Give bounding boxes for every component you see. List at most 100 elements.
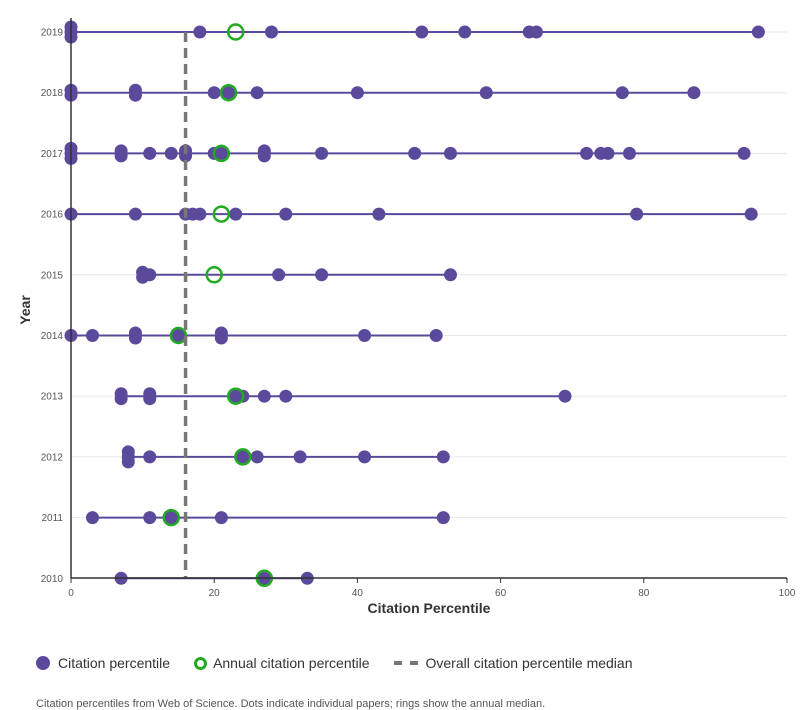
legend: Citation percentile Annual citation perc…: [36, 655, 657, 671]
citation-dot: [214, 331, 228, 345]
citation-dot: [458, 25, 472, 39]
citation-dot: [279, 389, 293, 403]
y-tick-label: 2011: [41, 513, 63, 524]
annual-ring: [219, 83, 238, 102]
annual-ring: [226, 387, 245, 405]
citation-dot: [615, 86, 629, 100]
citation-dot: [558, 389, 572, 403]
citation-dot: [415, 25, 429, 39]
citation-dot: [128, 207, 142, 221]
y-tick-label: 2017: [41, 149, 64, 160]
annual-ring: [212, 205, 231, 223]
x-tick-label: 0: [68, 588, 74, 599]
y-tick-label: 2018: [41, 88, 64, 99]
citation-dot: [143, 392, 157, 406]
y-tick-label: 2013: [41, 392, 64, 403]
citation-dot: [236, 450, 250, 464]
annual-ring: [226, 23, 245, 41]
citation-dot: [143, 511, 157, 525]
citation-dot: [257, 389, 271, 403]
citation-dot: [630, 207, 644, 221]
citation-dot: [85, 511, 99, 525]
citation-dot: [580, 146, 594, 160]
x-tick-label: 60: [495, 588, 507, 599]
citation-dot: [372, 207, 386, 221]
citation-dot: [214, 511, 228, 525]
citation-dot: [737, 146, 751, 160]
citation-dot: [358, 329, 372, 342]
annual-ring: [234, 448, 252, 466]
legend-item-citation: Citation percentile: [36, 655, 170, 671]
citation-dot: [143, 146, 157, 160]
chart: 2019 2018 2017 2016 2015 2014 2013 2012 2011 2010…: [17, 18, 796, 616]
citation-dot: [279, 207, 293, 221]
annual-ring: [212, 144, 231, 163]
citation-dot: [179, 149, 193, 163]
citation-dot: [751, 25, 765, 39]
annual-ring: [162, 508, 180, 527]
citation-dot: [143, 268, 157, 282]
citation-dot: [114, 392, 128, 406]
x-axis-title: Citation Percentile: [368, 600, 491, 616]
citation-dot: [358, 450, 372, 464]
y-tick-label: 2014: [41, 331, 64, 342]
citation-dot: [143, 450, 157, 464]
x-tick-label: 80: [638, 588, 650, 599]
citation-dot: [250, 450, 264, 464]
citation-dot: [207, 86, 221, 100]
citation-dot: [164, 511, 178, 525]
axes: 2019 2018 2017 2016 2015 2014 2013 2012 2011 2010…: [41, 18, 796, 599]
y-axis-title: Year: [17, 295, 33, 325]
dot-swatch-icon: [36, 656, 50, 670]
y-tick-label: 2015: [41, 270, 64, 281]
citation-dot: [121, 455, 135, 469]
legend-label: Citation percentile: [58, 655, 171, 671]
citation-dot: [479, 86, 493, 100]
citation-dot: [171, 329, 185, 342]
citation-dot: [250, 86, 264, 100]
gridlines: [71, 31, 787, 579]
citation-dot: [315, 146, 329, 160]
citation-dot: [264, 25, 278, 39]
citation-dot: [272, 268, 286, 282]
citation-dot: [429, 329, 443, 342]
annual-ring: [205, 266, 223, 284]
citation-dot: [436, 450, 450, 464]
citation-dot: [436, 511, 450, 525]
citation-dot: [193, 25, 207, 39]
x-tick-label: 20: [209, 588, 221, 599]
legend-item-median: Overall citation percentile median: [393, 655, 633, 671]
citation-dot: [443, 146, 457, 160]
citation-dot: [443, 268, 457, 282]
citation-dot: [164, 146, 178, 160]
citation-dot: [229, 207, 243, 221]
citation-dot: [222, 86, 236, 100]
citation-dot: [114, 149, 128, 163]
citation-dot: [687, 86, 701, 100]
y-tick-label: 2010: [41, 574, 64, 585]
citation-dot: [193, 207, 207, 221]
citation-dot: [85, 329, 99, 342]
citation-dot: [128, 88, 142, 102]
dash-swatch-icon: [393, 661, 418, 665]
citation-dot: [293, 450, 307, 464]
citation-dot: [744, 207, 758, 221]
citation-dot: [408, 146, 422, 160]
y-tick-label: 2019: [41, 28, 64, 39]
x-tick-label: 40: [352, 588, 364, 599]
y-tick-label: 2012: [41, 452, 64, 463]
y-tick-label: 2016: [41, 210, 64, 221]
citation-dot: [128, 331, 142, 345]
annual-ring: [169, 326, 188, 345]
citation-dot: [315, 268, 329, 282]
legend-label: Overall citation percentile median: [425, 655, 633, 671]
citation-dot: [622, 146, 636, 160]
citation-dot: [529, 25, 543, 39]
legend-label: Annual citation percentile: [213, 655, 370, 671]
citation-dot: [601, 146, 615, 160]
legend-item-annual: Annual citation percentile: [194, 655, 370, 671]
citation-dot: [350, 86, 364, 100]
footnote: Citation percentiles from Web of Science…: [36, 698, 546, 710]
citation-dot: [257, 149, 271, 163]
citation-dot: [214, 146, 228, 160]
